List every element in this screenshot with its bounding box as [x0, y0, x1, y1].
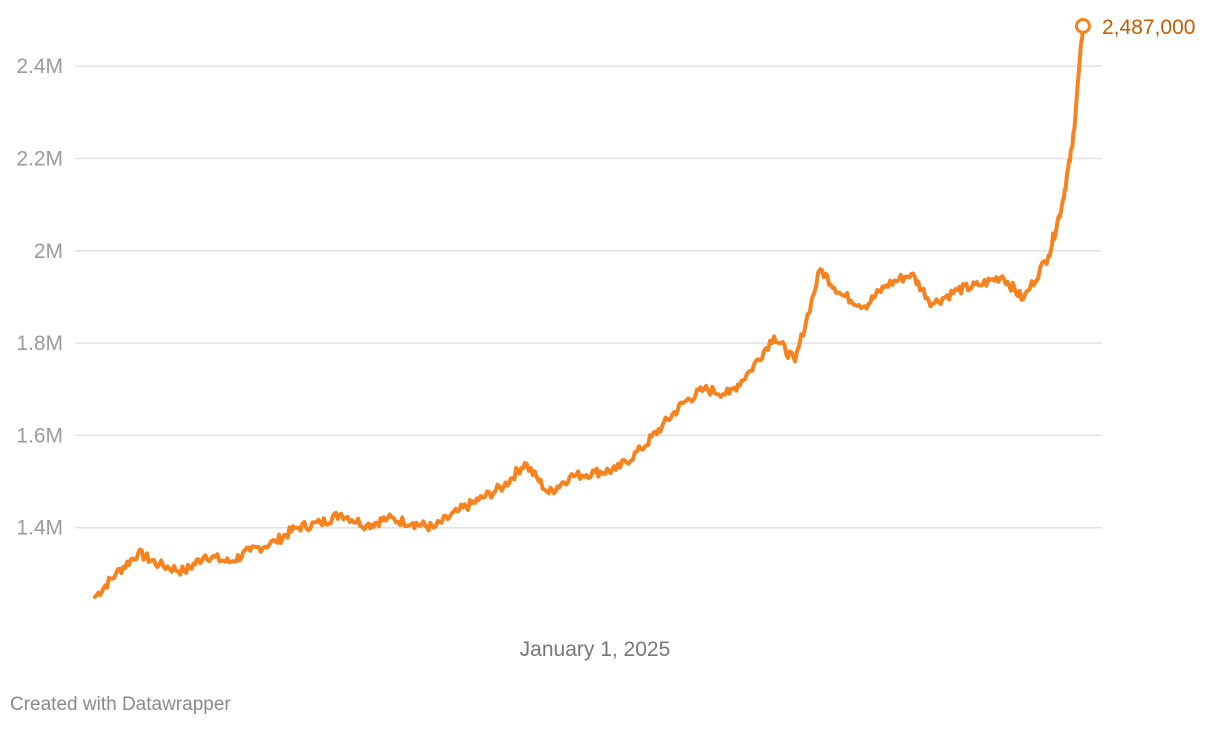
y-tick-label: 1.8M — [16, 332, 63, 355]
y-tick-label: 2.4M — [16, 55, 63, 78]
x-tick-label: January 1, 2025 — [520, 638, 671, 661]
y-tick-label: 2.2M — [16, 147, 63, 170]
y-tick-label: 2M — [34, 240, 63, 263]
y-axis-ticks: 1.4M 1.6M 1.8M 2M 2.2M 2.4M — [16, 55, 63, 540]
series-line — [93, 24, 1085, 599]
y-tick-label: 1.6M — [16, 424, 63, 447]
y-tick-label: 1.4M — [16, 517, 63, 540]
gridlines — [75, 65, 1102, 529]
line-chart: 1.4M 1.6M 1.8M 2M 2.2M 2.4M January 1, 2025 2… — [16, 16, 1195, 661]
datawrapper-credit: Created with Datawrapper — [10, 694, 231, 715]
end-point-marker — [1075, 18, 1091, 34]
end-value-label: 2,487,000 — [1102, 16, 1195, 39]
x-axis-ticks: January 1, 2025 — [520, 638, 671, 661]
